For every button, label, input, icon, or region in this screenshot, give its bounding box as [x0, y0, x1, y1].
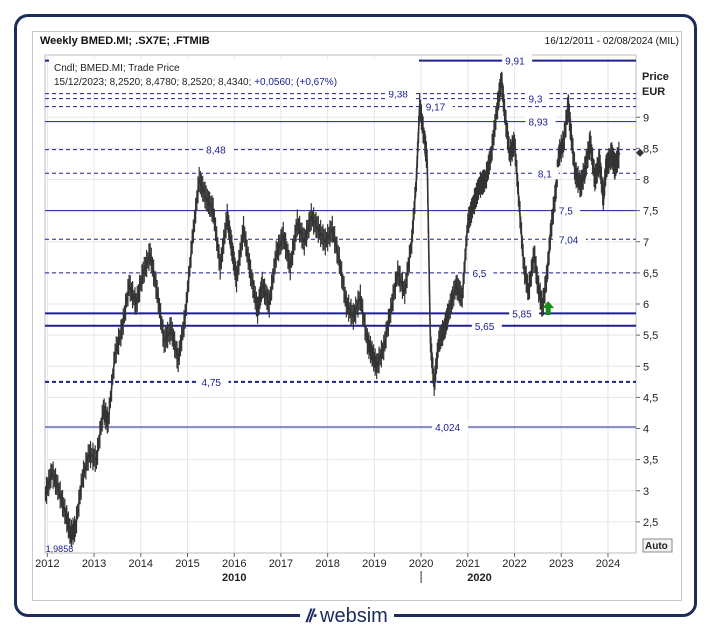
- legend-change: +0,0560; (+0,67%): [254, 77, 337, 88]
- decade-label: 2010: [222, 572, 246, 584]
- brand-logo: //· websim: [300, 603, 394, 629]
- level-label: 4,75: [202, 378, 222, 389]
- legend-line2: 15/12/2023; 8,2520; 8,4780; 8,2520; 8,43…: [54, 77, 337, 88]
- min-price-label: 1,9858: [46, 544, 74, 554]
- y-tick-label: 7: [643, 237, 649, 249]
- level-label-bg: [469, 266, 494, 279]
- level-label: 7,04: [559, 235, 579, 246]
- x-tick-label: 2017: [269, 558, 293, 570]
- decade-label: 2020: [467, 572, 491, 584]
- x-tick-label: 2019: [362, 558, 386, 570]
- y-tick-label: 4,5: [643, 392, 658, 404]
- level-label: 7,5: [559, 207, 573, 218]
- price-series-line: [44, 79, 621, 536]
- y-tick-label: 7,5: [643, 206, 658, 218]
- level-label: 9,3: [529, 95, 543, 106]
- level-label-bg: [525, 92, 550, 105]
- level-label-bg: [534, 167, 559, 180]
- x-tick-label: 2020: [409, 558, 433, 570]
- level-label-bg: [471, 319, 502, 332]
- y-tick-label: 8: [643, 175, 649, 187]
- x-tick-label: 2022: [502, 558, 526, 570]
- y-tick-label: 8,5: [643, 143, 658, 155]
- x-tick-label: 2015: [175, 558, 199, 570]
- y-tick-label: 4: [643, 424, 649, 436]
- last-price-marker: [636, 148, 644, 157]
- level-label: 8,93: [529, 118, 549, 129]
- y-tick-label: 6,5: [643, 268, 658, 280]
- level-label-bg: [198, 375, 229, 388]
- y-axis-unit: EUR: [642, 86, 665, 98]
- x-tick-label: 2024: [596, 558, 620, 570]
- x-tick-label: 2014: [129, 558, 153, 570]
- chart-title: Weekly BMED.MI; .SX7E; .FTMIB: [40, 35, 210, 47]
- x-tick-label: 2021: [456, 558, 480, 570]
- buy-signal-arrow-icon: [542, 301, 555, 316]
- y-tick-label: 2,5: [643, 517, 658, 529]
- level-label-bg: [432, 421, 469, 434]
- y-tick-label: 3: [643, 486, 649, 498]
- level-label-bg: [502, 54, 533, 67]
- x-tick-label: 2013: [82, 558, 106, 570]
- x-tick-label: 2016: [222, 558, 246, 570]
- y-tick-label: 5: [643, 361, 649, 373]
- level-label-bg: [555, 204, 580, 217]
- legend-line1: Cndl; BMED.MI; Trade Price: [54, 63, 180, 74]
- y-tick-label: 6: [643, 299, 649, 311]
- y-axis-title: Price: [642, 71, 669, 83]
- level-label: 5,65: [475, 322, 495, 333]
- y-tick-label: 5,5: [643, 330, 658, 342]
- level-label: 4,024: [435, 423, 460, 434]
- auto-scale-label: Auto: [645, 541, 668, 552]
- brand-name: websim: [320, 604, 388, 627]
- level-label-bg: [555, 233, 586, 246]
- level-label: 5,85: [512, 309, 532, 320]
- level-label-bg: [422, 100, 453, 113]
- x-tick-label: 2018: [315, 558, 339, 570]
- level-label-bg: [509, 307, 540, 320]
- auto-scale-box: [642, 538, 673, 553]
- x-tick-label: 2012: [35, 558, 59, 570]
- level-label-bg: [525, 115, 556, 128]
- level-label: 9,17: [426, 103, 446, 114]
- websim-logo-icon: //·: [306, 605, 318, 626]
- y-tick-label: 9: [643, 112, 649, 124]
- x-tick-label: 2023: [549, 558, 573, 570]
- level-label: 6,5: [472, 269, 486, 280]
- level-label: 8,1: [538, 169, 552, 180]
- date-range: 16/12/2011 - 02/08/2024 (MIL): [544, 36, 679, 47]
- level-label: 9,91: [505, 57, 525, 68]
- y-tick-label: 3,5: [643, 455, 658, 467]
- level-label: 9,38: [388, 90, 408, 101]
- level-label: 8,48: [206, 146, 226, 157]
- level-label-bg: [203, 143, 234, 156]
- legend-bg: [49, 59, 419, 91]
